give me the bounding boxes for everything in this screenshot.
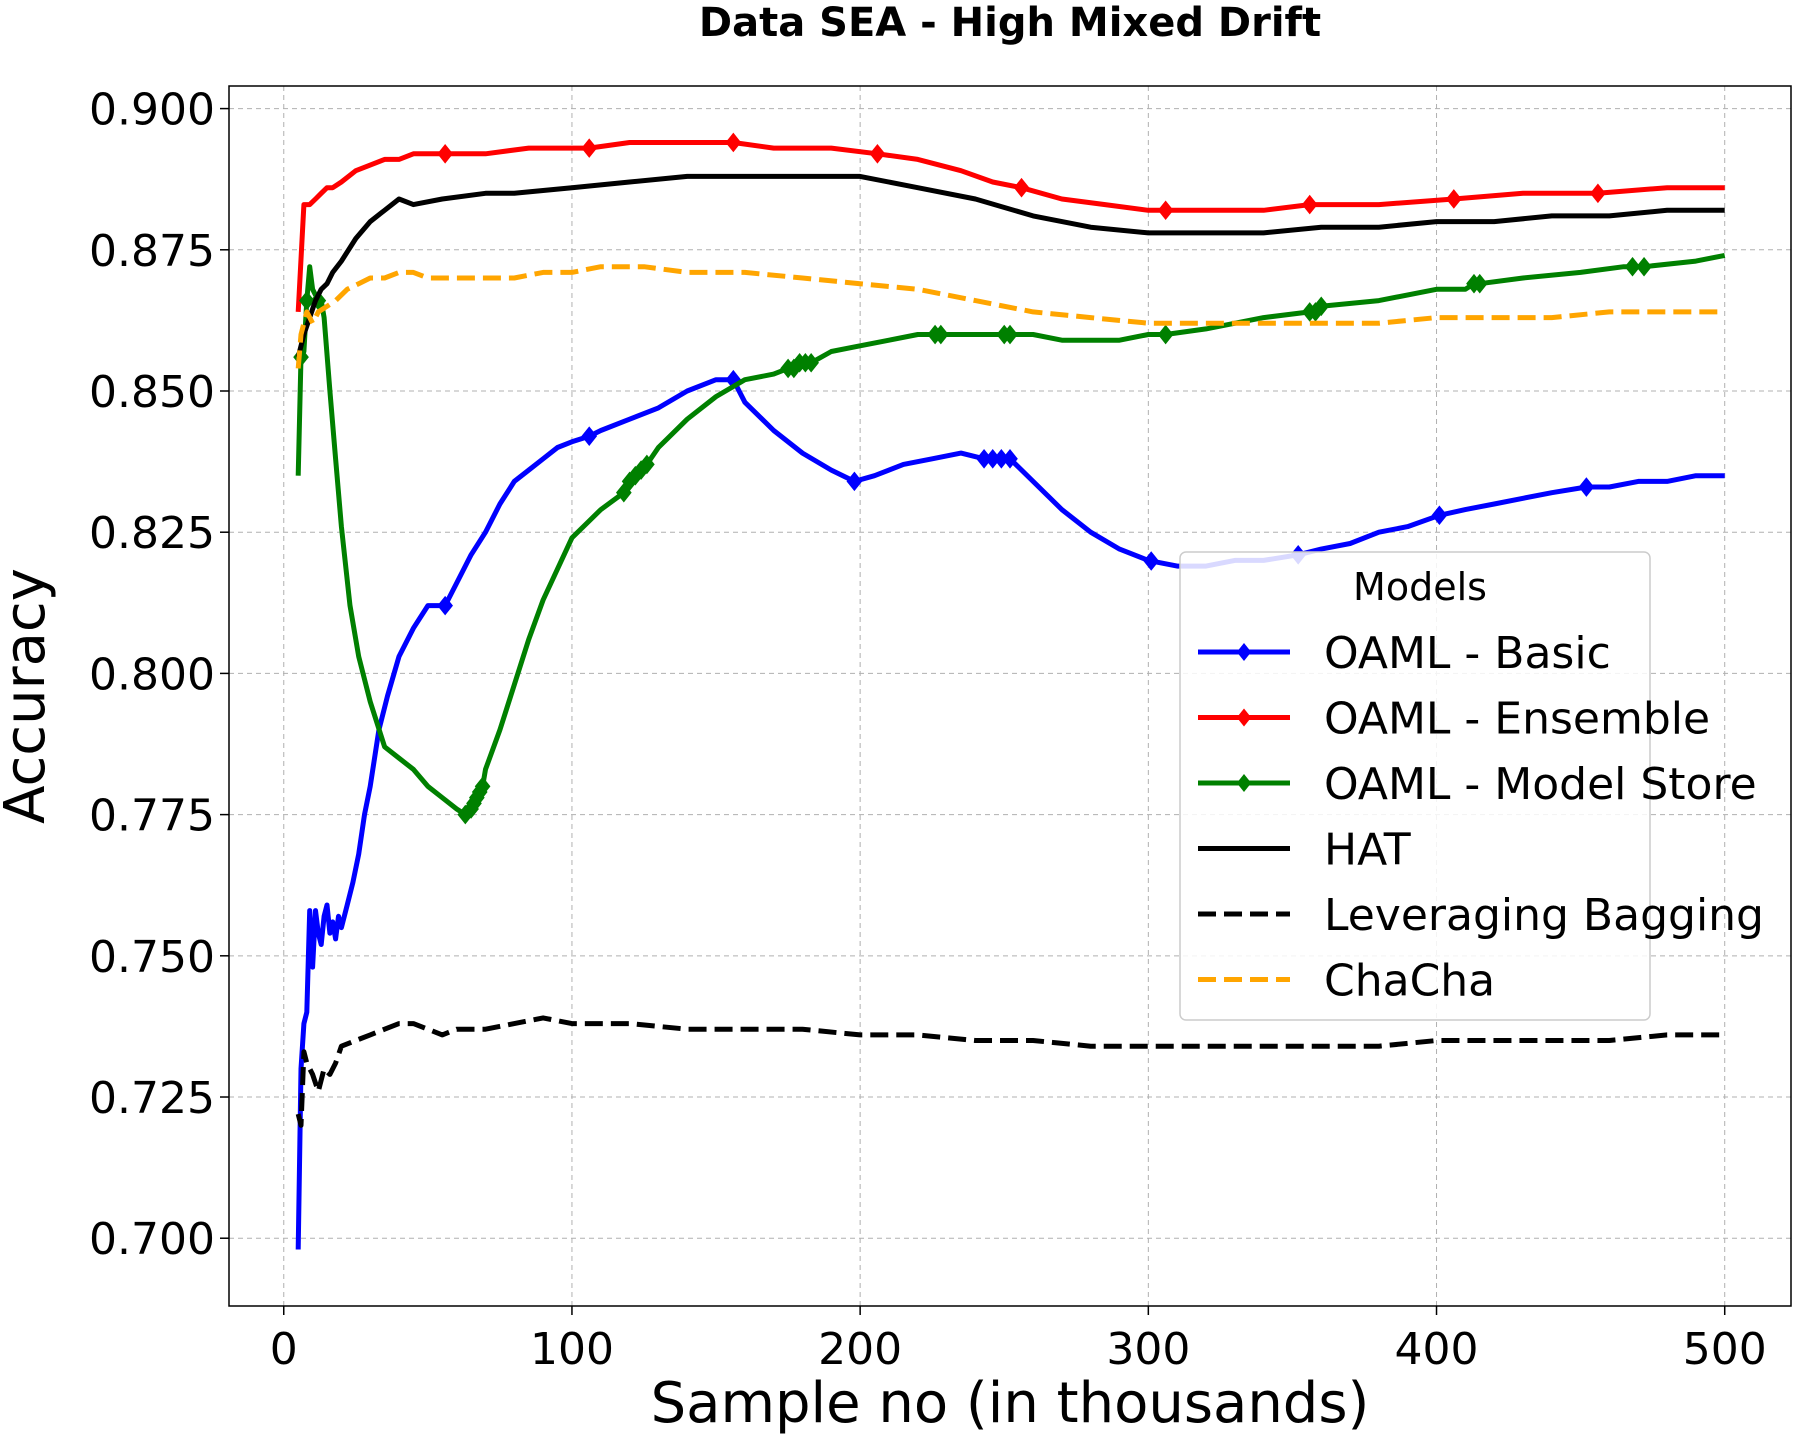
legend-item: ChaCha — [1198, 956, 1495, 1007]
data-point-marker — [1636, 256, 1652, 277]
legend-marker — [1236, 708, 1252, 727]
data-point-marker — [1301, 194, 1318, 215]
plot-frame — [228, 85, 1792, 1307]
legend-title: Models — [1353, 565, 1487, 609]
legend-items: OAML - Basic OAML - Ensemble OAML - Model … — [1198, 628, 1764, 1007]
series-line — [295, 264, 1725, 369]
data-point-marker — [581, 426, 598, 446]
y-axis-label: Accuracy — [0, 568, 58, 824]
y-tick-label: 0.800 — [89, 649, 215, 700]
data-point-marker — [1013, 177, 1030, 198]
y-tick-label: 0.825 — [89, 508, 215, 559]
axis-ticks: 0 100 200 300 400 500 0.700 0.725 0.750 0.775 0.80… — [89, 85, 1767, 1375]
x-tick-label: 400 — [1395, 1324, 1479, 1375]
y-tick-label: 0.775 — [89, 791, 215, 842]
data-point-marker — [869, 143, 886, 164]
legend-label: HAT — [1324, 825, 1411, 876]
data-point-marker — [725, 132, 742, 153]
legend-item: OAML - Model Store — [1198, 759, 1757, 810]
data-point-marker — [1002, 324, 1018, 345]
data-point-marker — [1445, 189, 1462, 209]
series-line — [295, 1015, 1725, 1128]
legend-marker — [1236, 643, 1252, 661]
legend-item: HAT — [1198, 825, 1411, 876]
legend-label: ChaCha — [1324, 956, 1495, 1007]
legend-label: OAML - Model Store — [1324, 759, 1757, 810]
data-point-marker — [1471, 273, 1488, 294]
data-point-marker — [1002, 448, 1018, 469]
series-line — [295, 173, 1725, 358]
data-point-marker — [1313, 296, 1330, 317]
data-point-marker — [639, 454, 655, 475]
legend-item: OAML - Ensemble — [1198, 694, 1710, 745]
x-tick-label: 100 — [530, 1324, 614, 1375]
x-tick-label: 0 — [270, 1324, 298, 1375]
y-tick-label: 0.725 — [89, 1073, 215, 1124]
data-point-marker — [1157, 200, 1174, 221]
data-point-marker — [1590, 183, 1606, 204]
x-tick-label: 500 — [1683, 1324, 1767, 1375]
legend-item: Leveraging Bagging — [1198, 890, 1764, 941]
data-point-marker — [1143, 551, 1160, 571]
series-hat — [295, 173, 1725, 358]
legend-label: OAML - Ensemble — [1324, 694, 1710, 745]
data-point-marker — [1624, 256, 1641, 277]
data-point-marker — [1578, 477, 1595, 497]
y-tick-label: 0.750 — [89, 932, 215, 983]
legend-box — [1179, 551, 1651, 1021]
series-oaml-ensemble — [295, 132, 1725, 313]
data-point-marker — [581, 138, 598, 158]
x-axis-label: Sample no (in thousands) — [651, 1371, 1370, 1436]
chart-title: Data SEA - High Mixed Drift — [699, 0, 1321, 46]
y-tick-label: 0.700 — [89, 1214, 215, 1265]
series-chacha — [295, 264, 1725, 369]
series-layer — [293, 132, 1726, 1250]
y-tick-label: 0.900 — [89, 85, 215, 136]
x-tick-label: 300 — [1106, 1324, 1190, 1375]
data-point-marker — [846, 471, 863, 492]
legend-label: Leveraging Bagging — [1324, 890, 1764, 941]
legend-label: OAML - Basic — [1324, 628, 1611, 679]
data-point-marker — [474, 776, 491, 797]
series-line — [295, 377, 1725, 1250]
y-tick-label: 0.875 — [89, 226, 215, 277]
legend-marker — [1236, 774, 1252, 792]
data-point-marker — [932, 324, 949, 345]
series-line — [295, 140, 1725, 313]
data-point-marker — [1431, 505, 1448, 526]
data-point-marker — [437, 143, 453, 164]
data-point-marker — [803, 352, 819, 373]
y-tick-label: 0.850 — [89, 367, 215, 418]
data-point-marker — [1157, 324, 1174, 345]
series-leveraging-bagging — [295, 1015, 1725, 1128]
x-tick-label: 200 — [818, 1324, 902, 1375]
series-oaml-basic — [295, 369, 1725, 1250]
legend-item: OAML - Basic — [1198, 628, 1611, 679]
data-point-marker — [437, 595, 453, 616]
